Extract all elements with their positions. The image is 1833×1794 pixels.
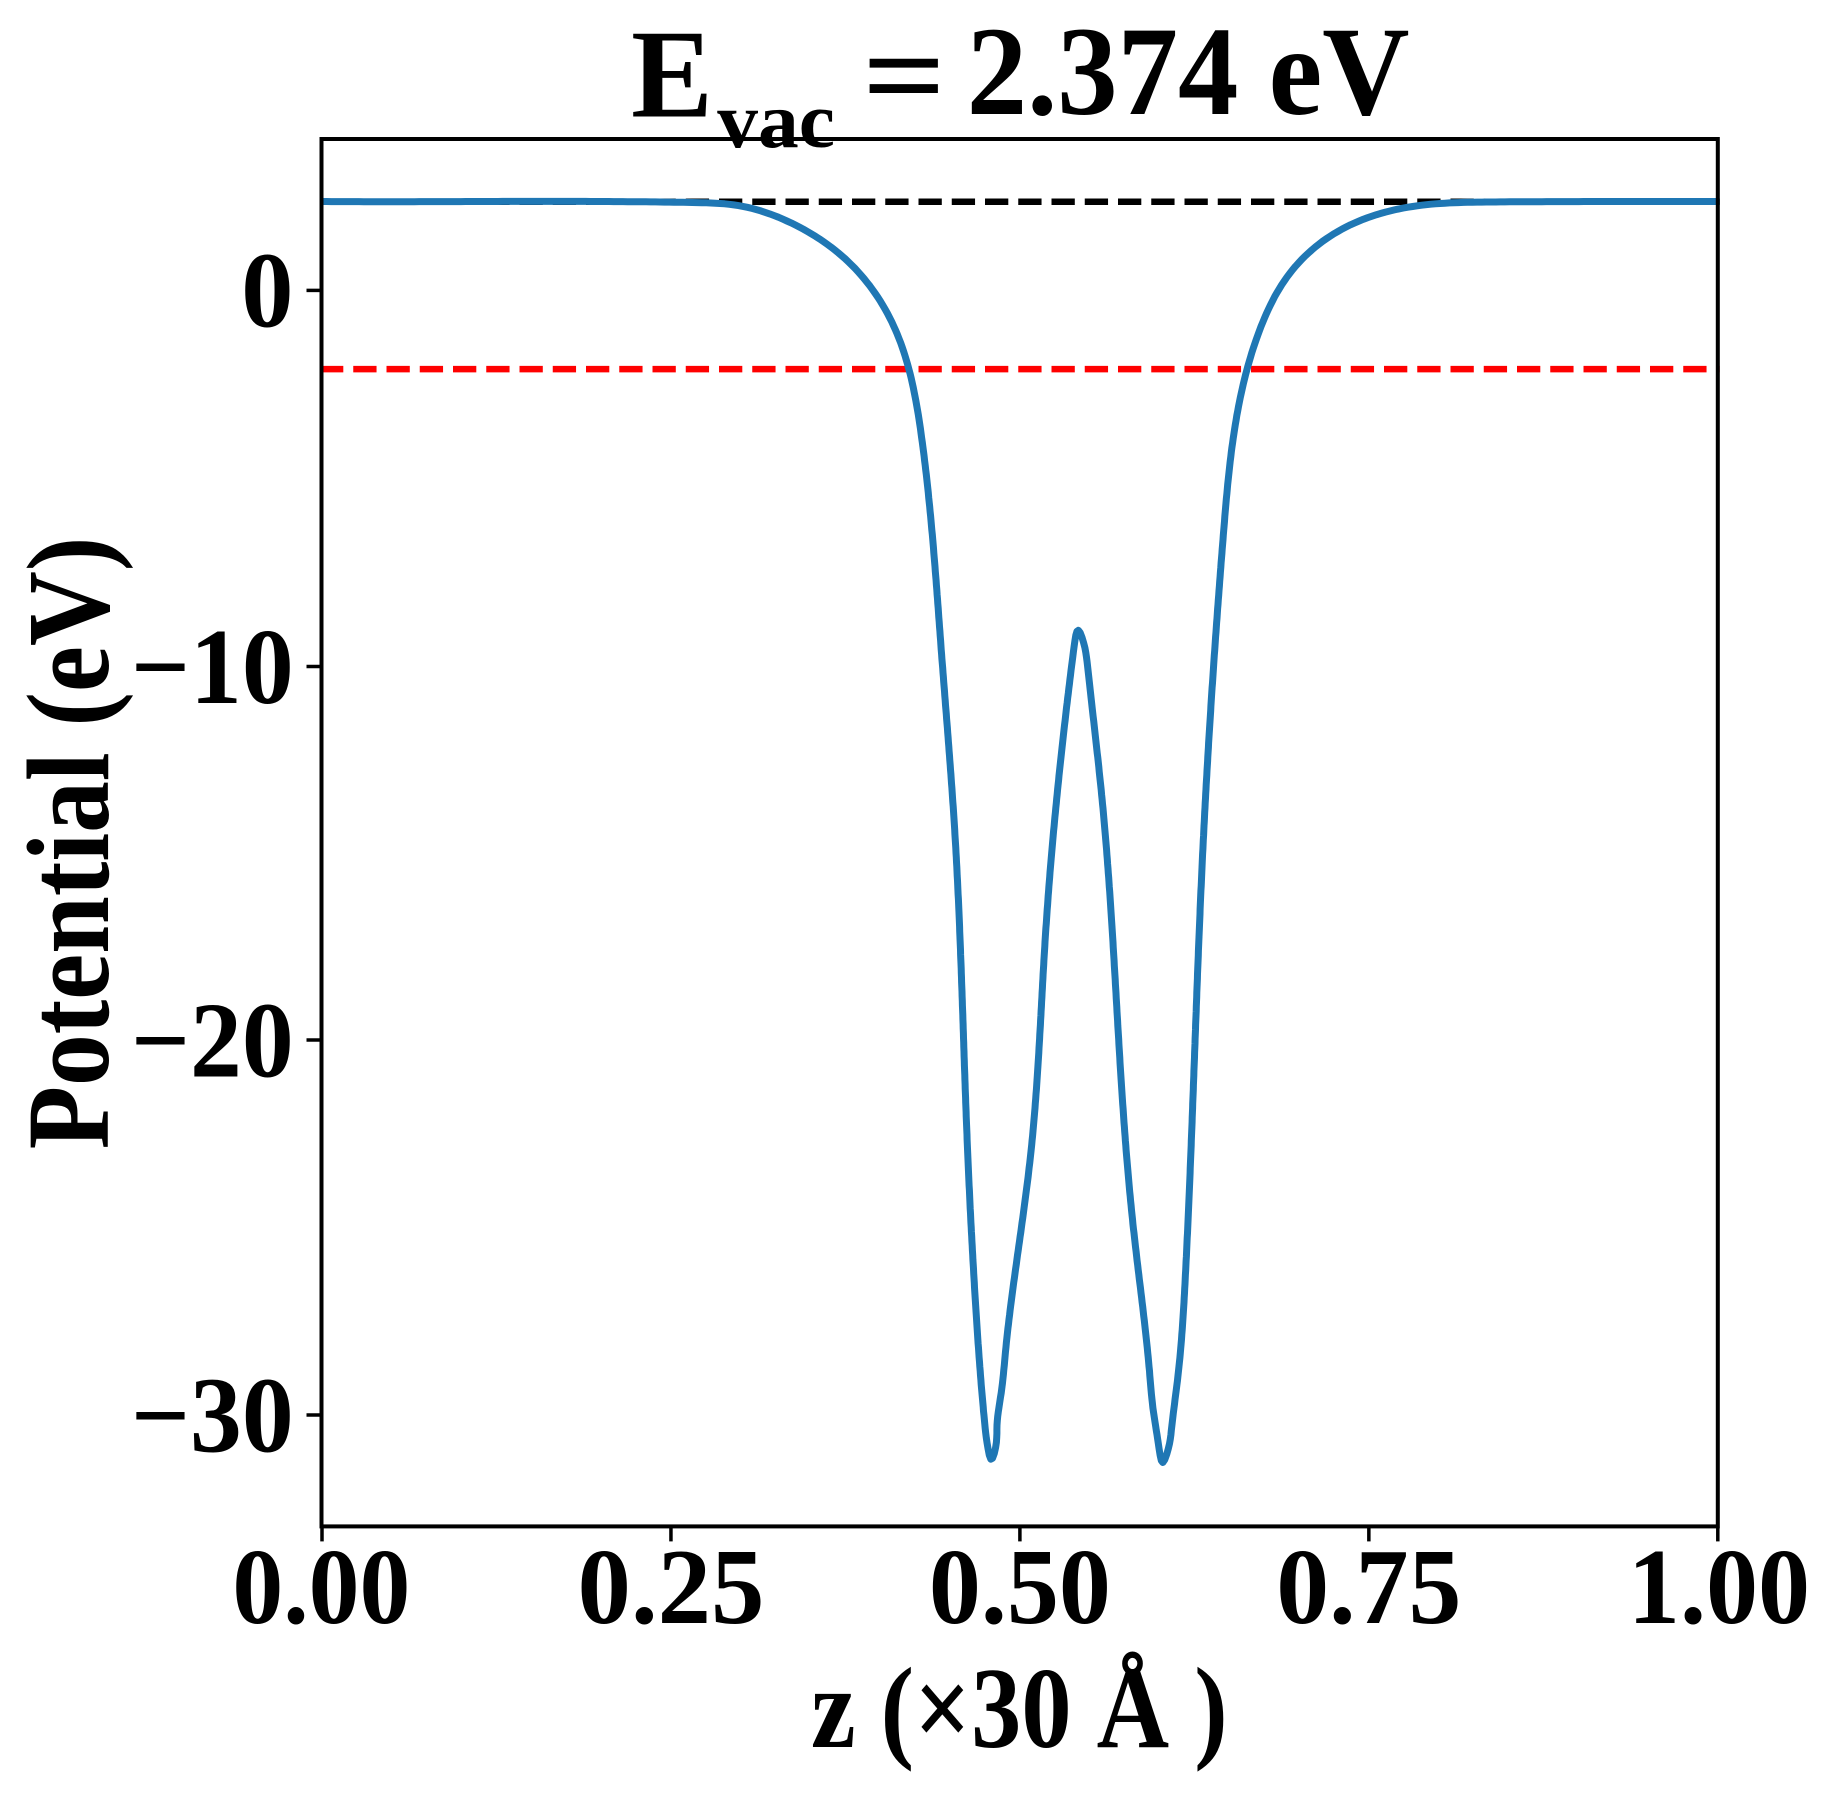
svg-text:0.50: 0.50: [929, 1528, 1111, 1647]
svg-text:−30: −30: [131, 1356, 294, 1475]
svg-text:=: =: [862, 6, 946, 146]
svg-text:−20: −20: [131, 981, 294, 1100]
svg-text:Potential (eV): Potential (eV): [4, 537, 134, 1150]
svg-text:2.374 eV: 2.374 eV: [967, 2, 1410, 142]
svg-text:z (×30 Å ): z (×30 Å ): [811, 1645, 1228, 1773]
svg-text:1.00: 1.00: [1628, 1528, 1810, 1647]
svg-text:−10: −10: [131, 608, 294, 727]
svg-text:0.00: 0.00: [232, 1528, 410, 1647]
svg-text:0.25: 0.25: [578, 1528, 765, 1647]
svg-text:E: E: [631, 4, 713, 144]
svg-text:vac: vac: [717, 78, 835, 165]
svg-text:0.75: 0.75: [1276, 1528, 1461, 1647]
svg-text:0: 0: [241, 232, 293, 351]
